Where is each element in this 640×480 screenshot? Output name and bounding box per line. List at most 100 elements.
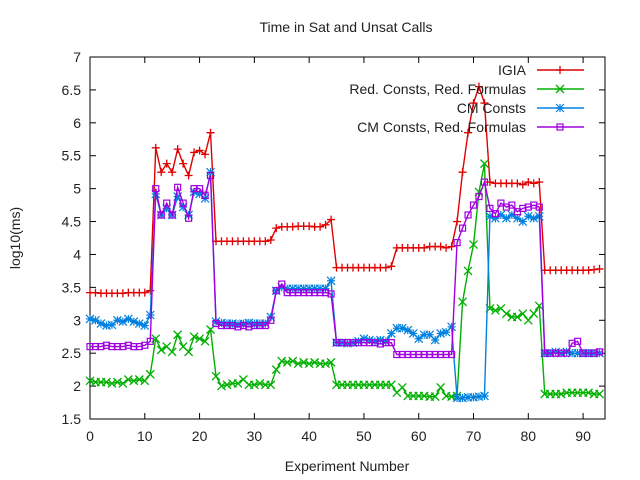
y-tick-label: 4: [73, 246, 81, 262]
data-point: [282, 357, 292, 367]
data-point: [156, 345, 166, 355]
y-tick-label: 6.5: [62, 82, 82, 98]
data-point: [134, 319, 144, 328]
data-point: [179, 159, 188, 168]
y-tick-label: 4.5: [62, 214, 82, 230]
data-point: [595, 348, 604, 358]
data-point: [238, 319, 248, 328]
data-point: [178, 202, 188, 212]
data-point: [491, 213, 500, 223]
data-point: [272, 287, 280, 295]
data-point: [145, 310, 155, 320]
data-point: [430, 392, 440, 402]
data-point: [463, 392, 473, 402]
data-point: [595, 264, 604, 273]
data-point: [523, 211, 533, 221]
plot-border: [89, 56, 606, 420]
data-point: [419, 330, 429, 340]
x-axis-label: Experiment Number: [285, 458, 410, 474]
data-point: [447, 350, 456, 359]
data-point: [523, 315, 533, 325]
data-point: [529, 179, 538, 188]
y-tick-label: 3.5: [62, 279, 82, 295]
data-marks: [85, 82, 604, 403]
data-point: [211, 371, 221, 381]
data-point: [123, 375, 133, 384]
data-point: [370, 336, 380, 346]
data-point: [327, 215, 336, 224]
data-point: [556, 389, 566, 399]
data-point: [163, 199, 171, 207]
plot-area: 0 10 20 30 40 50 60 70 80 90 1.5 2 2.5 3 3.5 4 4.5 5 5.5 6 6…: [62, 49, 606, 444]
y-tick-label: 5.5: [62, 148, 82, 164]
data-point: [535, 203, 543, 211]
data-point: [157, 168, 166, 177]
data-point: [420, 243, 429, 252]
data-point: [321, 220, 330, 229]
data-point: [249, 380, 259, 390]
data-point: [310, 357, 320, 367]
data-point: [524, 178, 533, 187]
data-point: [91, 315, 100, 325]
legend-marker: [556, 123, 564, 131]
data-point: [195, 334, 205, 344]
data-point: [304, 284, 314, 294]
data-point: [480, 99, 489, 108]
data-point: [458, 393, 467, 403]
x-tick-label: 90: [575, 428, 591, 444]
series-line: [90, 84, 600, 294]
data-point: [491, 210, 500, 218]
data-point: [146, 337, 154, 345]
data-point: [267, 316, 275, 324]
data-point: [112, 377, 122, 387]
data-point: [441, 327, 451, 337]
data-point: [508, 201, 516, 209]
data-point: [513, 179, 522, 188]
data-point: [458, 168, 467, 177]
data-point: [185, 214, 193, 222]
data-point: [118, 289, 127, 298]
data-point: [282, 284, 292, 294]
data-point: [195, 185, 204, 193]
data-point: [436, 329, 446, 338]
y-tick-label: 7: [73, 49, 81, 65]
data-point: [310, 284, 320, 294]
data-point: [574, 337, 582, 345]
x-tick-label: 40: [301, 428, 317, 444]
data-point: [326, 357, 336, 367]
data-point: [173, 145, 182, 154]
data-point: [162, 203, 172, 213]
data-point: [590, 265, 599, 274]
legend-marker: [556, 66, 564, 74]
data-point: [464, 128, 473, 137]
data-point: [392, 323, 402, 333]
x-tick-label: 80: [521, 428, 537, 444]
data-point: [512, 213, 522, 223]
y-tick-label: 5: [73, 181, 81, 197]
data-point: [206, 171, 215, 180]
data-point: [299, 357, 309, 367]
data-point: [447, 322, 457, 332]
data-point: [595, 348, 604, 356]
data-point: [260, 319, 270, 328]
data-point: [222, 380, 232, 390]
data-point: [261, 321, 269, 330]
x-tick-label: 60: [411, 428, 427, 444]
data-point: [168, 168, 177, 177]
data-point: [584, 266, 593, 275]
data-point: [222, 319, 232, 328]
data-point: [146, 286, 155, 295]
data-point: [173, 330, 183, 340]
y-tick-label: 6: [73, 115, 81, 131]
data-point: [551, 347, 561, 357]
data-point: [145, 369, 155, 379]
data-point: [354, 336, 363, 346]
data-point: [397, 323, 407, 333]
data-point: [244, 318, 254, 328]
data-point: [184, 171, 193, 180]
data-point: [436, 242, 445, 251]
data-point: [255, 378, 265, 388]
data-point: [512, 312, 522, 322]
legend-label: IGIA: [498, 62, 527, 78]
